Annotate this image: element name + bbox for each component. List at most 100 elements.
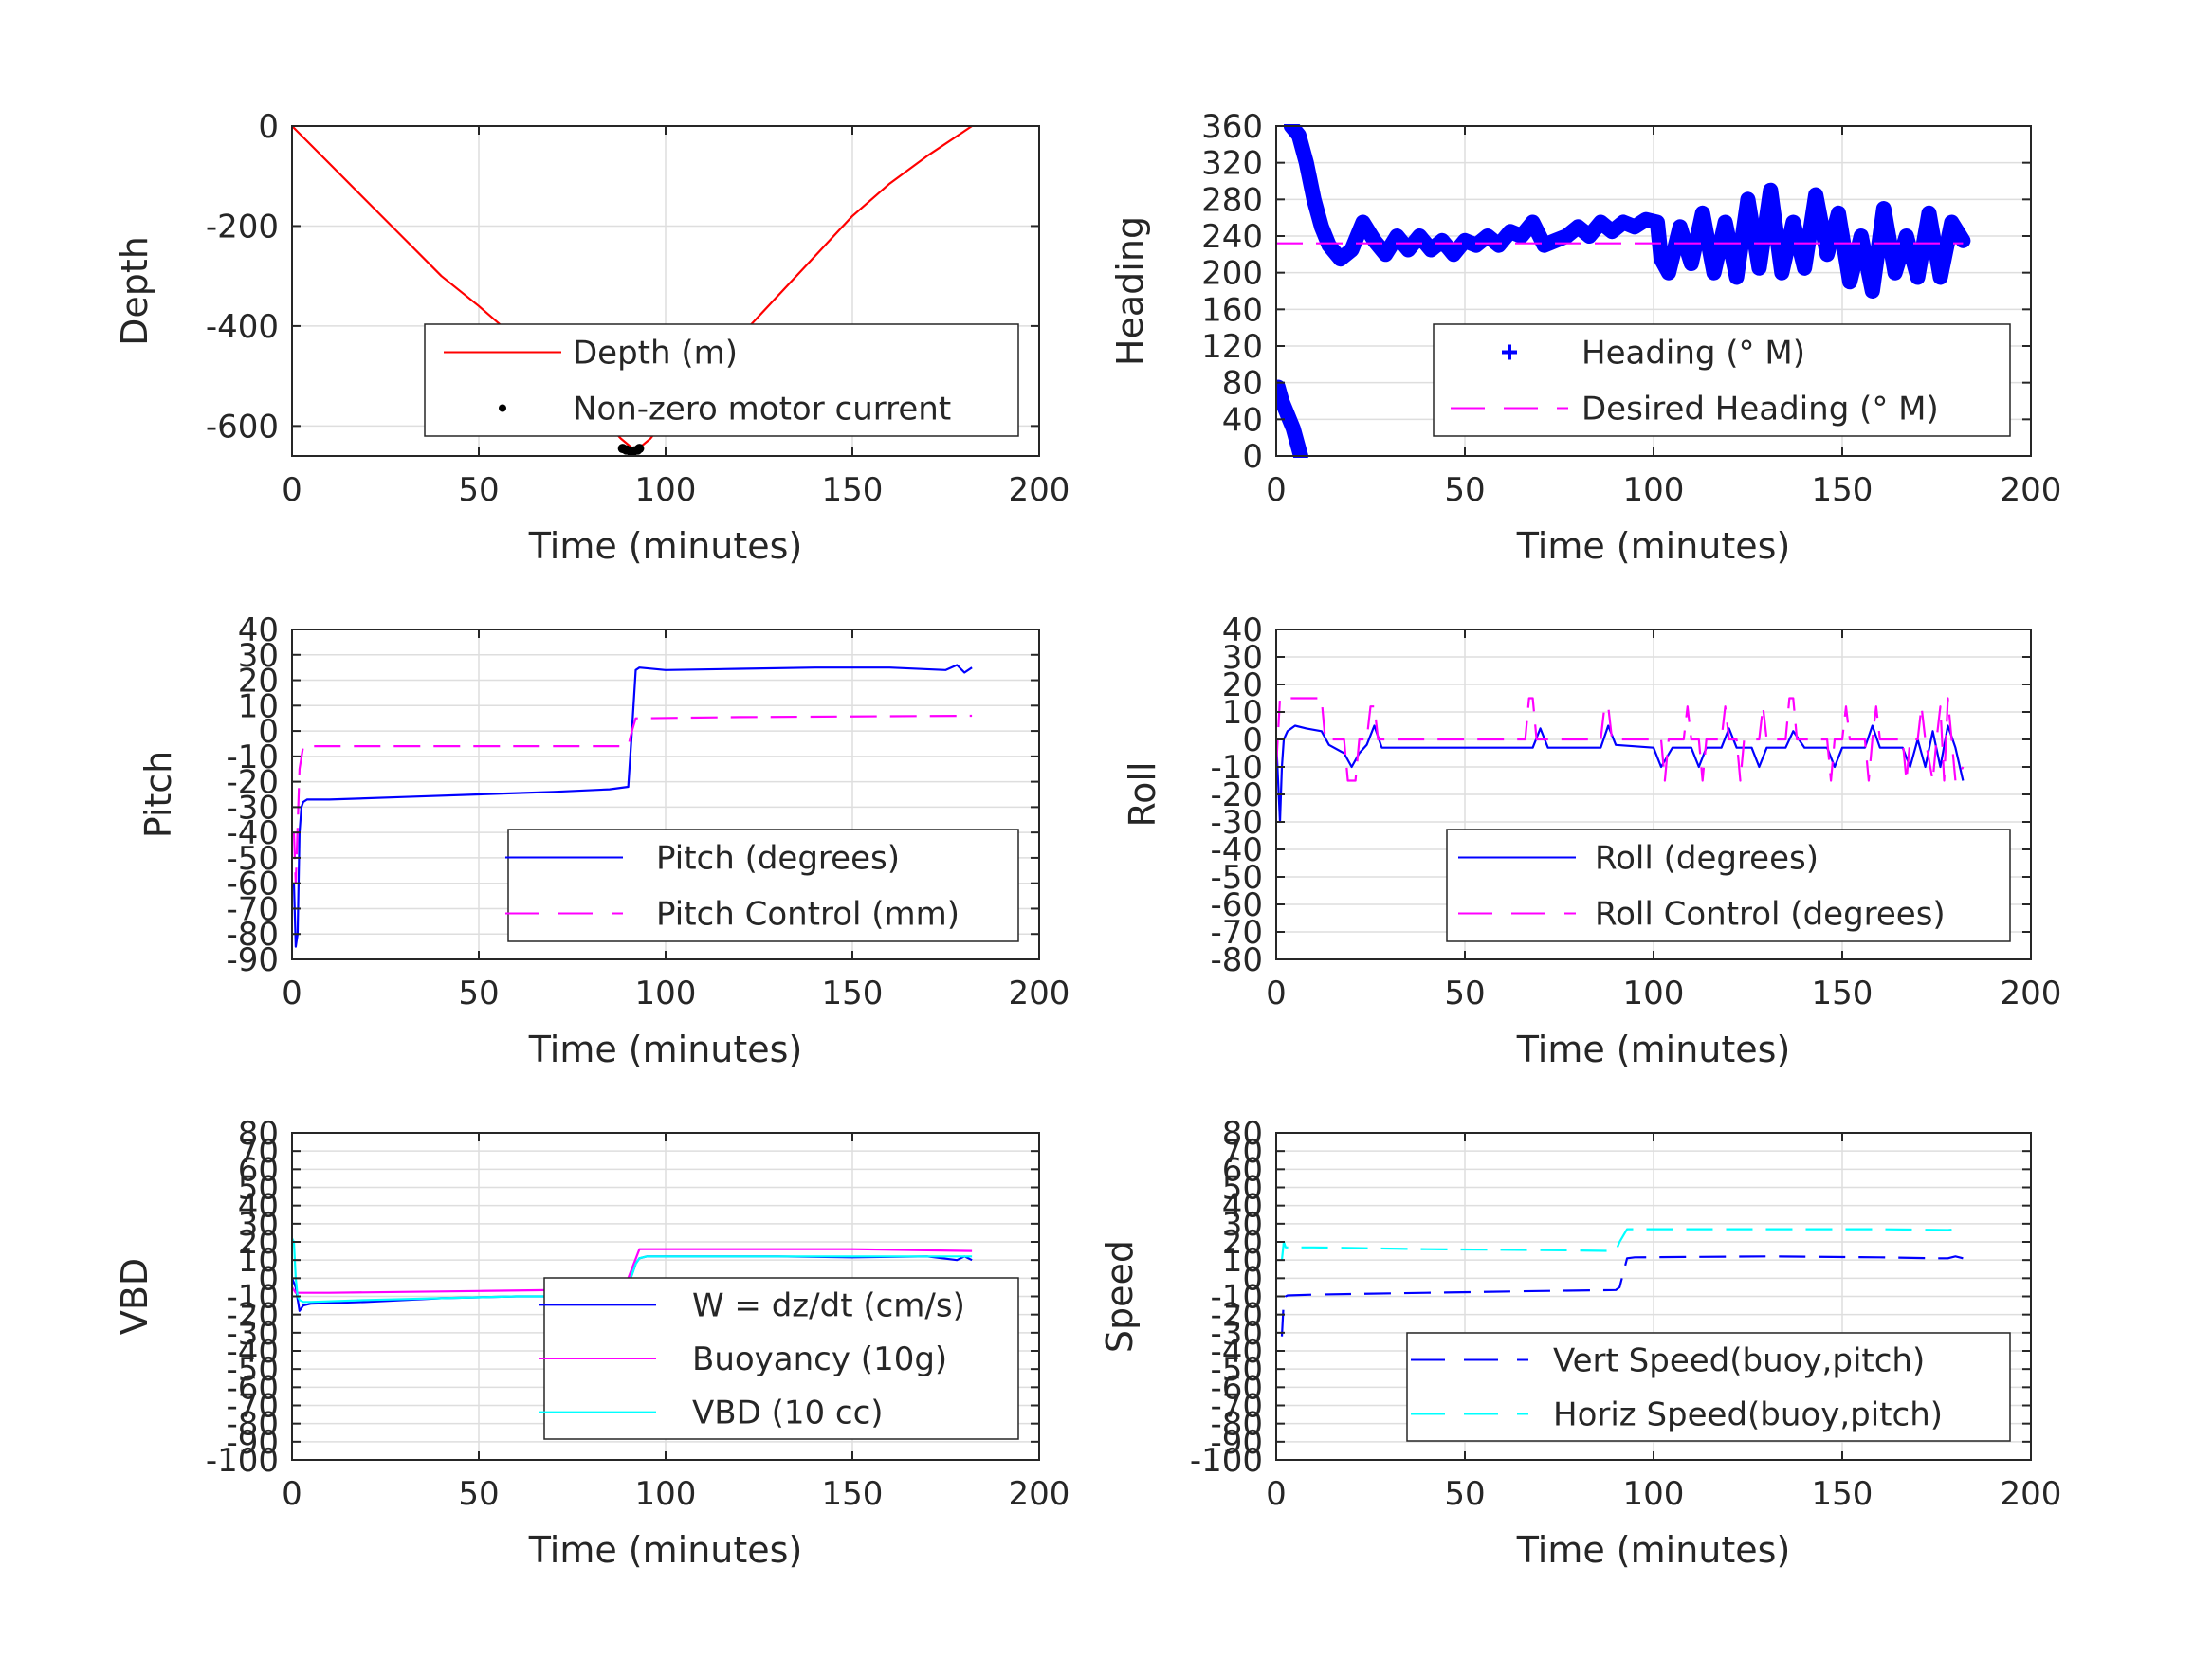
y-tick-label: -50	[226, 1351, 279, 1389]
series-group	[1276, 697, 1965, 824]
y-axis-label: Pitch	[137, 751, 179, 839]
x-tick-label: 0	[1266, 975, 1287, 1012]
y-tick-label: 40	[1222, 1188, 1263, 1226]
y-axis-label: Roll	[1122, 761, 1163, 827]
y-tick-label: 0	[258, 108, 279, 146]
y-tick-label: -60	[1210, 886, 1263, 924]
x-axis-label: Time (minutes)	[1516, 525, 1791, 567]
legend: Heading (° M) Desired Heading (° M)	[1433, 323, 2011, 437]
legend-label: Pitch Control (mm)	[656, 896, 960, 934]
y-tick-label: 10	[238, 687, 279, 725]
x-tick-label: 150	[822, 471, 884, 509]
y-tick-label: 20	[238, 663, 279, 701]
x-tick-label: 200	[1009, 1475, 1070, 1513]
legend-marker	[499, 404, 506, 412]
y-tick-label: 360	[1201, 108, 1263, 146]
y-tick-label: 40	[238, 1188, 279, 1226]
series-group	[292, 664, 973, 948]
x-tick-label: 150	[1812, 471, 1874, 509]
y-tick-label: -70	[226, 890, 279, 928]
legend-box	[1433, 323, 2011, 437]
x-tick-label: 100	[635, 1475, 697, 1513]
legend: Roll (degrees) Roll Control (degrees)	[1446, 829, 2011, 942]
y-tick-label: -20	[1210, 1297, 1263, 1335]
series-line	[1276, 379, 1308, 458]
legend-label: Pitch (degrees)	[656, 840, 900, 878]
y-tick-label: 70	[238, 1133, 279, 1171]
y-axis-label: Depth	[114, 236, 155, 346]
legend-label: Roll Control (degrees)	[1595, 896, 1946, 934]
legend-label: Desired Heading (° M)	[1581, 391, 1939, 428]
x-tick-label: 100	[1623, 1475, 1685, 1513]
series-line	[1280, 1255, 1964, 1337]
x-tick-label: 200	[1009, 471, 1070, 509]
x-tick-label: 100	[635, 471, 697, 509]
y-tick-label: -50	[226, 840, 279, 878]
y-tick-label: -70	[1210, 914, 1263, 952]
legend-label: Roll (degrees)	[1595, 840, 1819, 878]
x-tick-label: 150	[822, 1475, 884, 1513]
y-tick-label: -80	[1210, 1406, 1263, 1444]
x-axis-label: Time (minutes)	[528, 525, 803, 567]
legend-label: Buoyancy (10g)	[692, 1340, 947, 1378]
y-tick-label: -40	[1210, 831, 1263, 869]
legend: Pitch (degrees) Pitch Control (mm)	[505, 829, 1019, 942]
y-tick-label: 20	[1222, 1224, 1263, 1262]
legend-box	[1446, 829, 2011, 942]
x-tick-label: 50	[458, 471, 499, 509]
series-line	[292, 714, 973, 884]
chart-vbd: 0 50 100 150 20080706050403020100-10-20-30-4…	[114, 1115, 1069, 1571]
y-tick-label: 160	[1201, 291, 1263, 329]
y-tick-label: -400	[206, 308, 279, 346]
y-tick-label: 80	[238, 1115, 279, 1153]
y-axis-label: Heading	[1109, 216, 1151, 366]
x-tick-label: 50	[1444, 975, 1485, 1012]
legend-label: VBD (10 cc)	[692, 1395, 884, 1432]
x-tick-label: 150	[1812, 1475, 1874, 1513]
series-line	[1276, 724, 1965, 824]
chart-depth: 0 50 100 150 200 0 -200 -400 -600 Time (minutes) D…	[114, 108, 1069, 567]
y-tick-label: 0	[1242, 721, 1263, 759]
y-tick-label: -30	[226, 1315, 279, 1353]
legend-label: W = dz/dt (cm/s)	[692, 1286, 965, 1324]
y-tick-label: 320	[1201, 145, 1263, 183]
y-tick-label: 30	[238, 637, 279, 675]
chart-heading: 0 50 100 150 20004080120160200240280320360Ti…	[1109, 108, 2061, 567]
x-tick-label: 200	[2001, 471, 2062, 509]
x-tick-label: 50	[458, 1475, 499, 1513]
x-tick-label: 200	[1009, 975, 1070, 1012]
y-tick-label: -20	[226, 764, 279, 802]
legend-box	[424, 323, 1019, 437]
series-line	[292, 664, 973, 948]
y-tick-label: -60	[226, 1369, 279, 1407]
y-tick-label: -60	[1210, 1369, 1263, 1407]
legend-box	[507, 829, 1019, 942]
y-tick-label: 0	[1242, 1260, 1263, 1298]
y-tick-label: 20	[238, 1224, 279, 1262]
x-tick-label: 0	[282, 1475, 302, 1513]
y-tick-label: -80	[226, 1406, 279, 1444]
y-tick-label: 30	[238, 1206, 279, 1244]
y-tick-label: -80	[1210, 941, 1263, 979]
y-axis-label: Speed	[1099, 1240, 1141, 1353]
y-tick-label: -200	[206, 208, 279, 246]
y-tick-label: -30	[1210, 1315, 1263, 1353]
y-tick-label: 0	[1242, 438, 1263, 476]
y-tick-label: 30	[1222, 639, 1263, 677]
legend-label: Horiz Speed(buoy,pitch)	[1553, 1396, 1943, 1434]
y-tick-label: -40	[1210, 1333, 1263, 1371]
x-axis-label: Time (minutes)	[528, 1529, 803, 1571]
data-point	[634, 444, 645, 454]
y-tick-label: -10	[226, 738, 279, 776]
y-tick-label: 20	[1222, 666, 1263, 704]
x-tick-label: 50	[1444, 471, 1485, 509]
chart-pitch: 0 50 100 150 200403020100-10-20-30-40-50-60-…	[137, 611, 1069, 1070]
y-tick-label: 30	[1222, 1206, 1263, 1244]
series-line	[1283, 124, 1971, 299]
legend-label: Heading (° M)	[1581, 335, 1805, 373]
y-tick-label: 120	[1201, 328, 1263, 366]
y-tick-label: 50	[238, 1170, 279, 1208]
x-tick-label: 0	[282, 471, 302, 509]
y-tick-label: -30	[1210, 804, 1263, 842]
